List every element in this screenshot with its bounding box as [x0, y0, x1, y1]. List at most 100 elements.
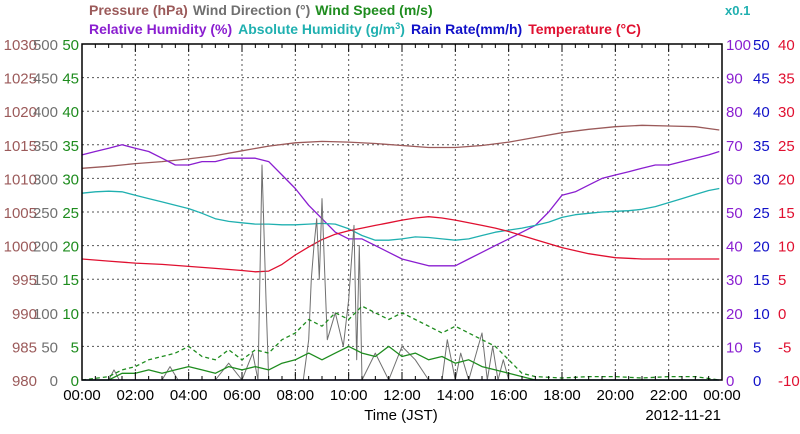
tick-label-pressure: 980: [12, 373, 37, 390]
tick-label-wind-direction: 500: [33, 37, 58, 54]
tick-label-wind-speed: 10: [62, 306, 79, 323]
legend-item: Wind Direction (°): [193, 2, 310, 18]
tick-label-wind-direction: 350: [33, 138, 58, 155]
tick-label-pressure: 995: [12, 272, 37, 289]
tick-label-humidity: 10: [726, 339, 743, 356]
x-tick-label: 18:00: [543, 387, 581, 404]
tick-label-temperature: 35: [778, 71, 795, 88]
tick-label-wind-speed: 35: [62, 138, 79, 155]
x-axis: 00:00 02:00 04:00 06:00 08:00 10:00 12:00 14:00…: [63, 43, 741, 404]
tick-label-humidity: 50: [726, 205, 743, 222]
tick-label-humidity: 90: [726, 71, 743, 88]
tick-label-humidity: 0: [726, 373, 734, 390]
series-line: [81, 124, 720, 169]
tick-label-pressure: 1010: [4, 171, 37, 188]
tick-label-wind-direction: 300: [33, 171, 58, 188]
tick-label-wind-direction: 450: [33, 71, 58, 88]
x-axis-label: Time (JST): [364, 407, 438, 424]
tick-label-pressure: 990: [12, 306, 37, 323]
tick-label-wind-speed: 25: [62, 205, 79, 222]
tick-label-wind-direction: 50: [41, 339, 58, 356]
tick-label-temperature: 10: [778, 239, 795, 256]
legend-item: Pressure (hPa): [89, 2, 188, 18]
tick-label-humidity: 100: [726, 37, 751, 54]
tick-label-humidity: 70: [726, 138, 743, 155]
right-axes: 0102030405060708090100051015202530354045…: [726, 37, 800, 390]
tick-label-wind-speed: 5: [71, 339, 79, 356]
tick-label-temperature: 15: [778, 205, 795, 222]
tick-label-rain-rate: 0: [753, 373, 761, 390]
tick-label-wind-direction: 250: [33, 205, 58, 222]
tick-label-temperature: -10: [778, 373, 800, 390]
legend: Pressure (hPa) Wind Direction (°) Wind Spe…: [89, 2, 641, 37]
tick-label-humidity: 80: [726, 104, 743, 121]
tick-label-pressure: 985: [12, 339, 37, 356]
plot-area: [81, 124, 720, 381]
tick-label-pressure: 1020: [4, 104, 37, 121]
x-tick-label: 06:00: [223, 387, 261, 404]
x-tick-label: 16:00: [490, 387, 528, 404]
tick-label-wind-direction: 150: [33, 272, 58, 289]
tick-label-wind-speed: 15: [62, 272, 79, 289]
tick-label-humidity: 30: [726, 272, 743, 289]
series-line: [81, 187, 720, 241]
tick-label-temperature: -5: [778, 339, 791, 356]
tick-label-temperature: 0: [778, 306, 786, 323]
tick-label-wind-speed: 50: [62, 37, 79, 54]
tick-label-temperature: 30: [778, 104, 795, 121]
tick-label-humidity: 60: [726, 171, 743, 188]
tick-label-rain-rate: 10: [753, 306, 770, 323]
tick-label-temperature: 20: [778, 171, 795, 188]
tick-label-pressure: 1005: [4, 205, 37, 222]
tick-label-temperature: 40: [778, 37, 795, 54]
tick-label-rain-rate: 25: [753, 205, 770, 222]
tick-label-temperature: 25: [778, 138, 795, 155]
date-label: 2012-11-21: [645, 407, 721, 424]
tick-label-wind-speed: 20: [62, 239, 79, 256]
tick-label-rain-rate: 5: [753, 339, 761, 356]
x-tick-label: 02:00: [117, 387, 155, 404]
tick-label-rain-rate: 35: [753, 138, 770, 155]
legend-superscript: 3: [395, 21, 400, 31]
grid: [81, 43, 723, 381]
x-tick-label: 00:00: [703, 387, 741, 404]
x-tick-label: 00:00: [63, 387, 101, 404]
legend-item: Wind Speed (m/s): [315, 2, 432, 18]
x-tick-label: 20:00: [597, 387, 635, 404]
legend-item: Relative Humidity (%): [89, 21, 232, 37]
x-tick-label: 14:00: [437, 387, 475, 404]
legend-item: Rain Rate(mm/h): [411, 21, 522, 37]
tick-label-wind-speed: 40: [62, 104, 79, 121]
tick-label-wind-direction: 400: [33, 104, 58, 121]
x-tick-label: 10:00: [330, 387, 368, 404]
tick-label-wind-direction: 100: [33, 306, 58, 323]
x-tick-label: 08:00: [277, 387, 315, 404]
tick-label-pressure: 1015: [4, 138, 37, 155]
x-tick-label: 04:00: [170, 387, 208, 404]
tick-label-temperature: 5: [778, 272, 786, 289]
tick-label-rain-rate: 45: [753, 71, 770, 88]
series-line: [81, 305, 720, 381]
tick-label-humidity: 40: [726, 239, 743, 256]
tick-label-humidity: 20: [726, 306, 743, 323]
legend-tail: ): [400, 21, 405, 37]
tick-label-pressure: 1000: [4, 239, 37, 256]
tick-label-wind-direction: 0: [50, 373, 58, 390]
tick-label-rain-rate: 30: [753, 171, 770, 188]
tick-label-rain-rate: 20: [753, 239, 770, 256]
tick-label-rain-rate: 40: [753, 104, 770, 121]
x-tick-label: 22:00: [650, 387, 688, 404]
legend-item: Temperature (°C): [528, 21, 641, 37]
left-axes: 9809859909951000100510101015102010251030…: [4, 37, 79, 390]
tick-label-pressure: 1030: [4, 37, 37, 54]
tick-label-wind-speed: 30: [62, 171, 79, 188]
tick-label-pressure: 1025: [4, 71, 37, 88]
scale-note: x0.1: [725, 3, 750, 18]
series-line: [82, 164, 720, 381]
x-tick-label: 12:00: [383, 387, 421, 404]
tick-label-wind-speed: 45: [62, 71, 79, 88]
legend-item: Absolute Humidity (g/m3): [238, 21, 405, 37]
tick-label-rain-rate: 15: [753, 272, 770, 289]
series-line: [81, 216, 720, 273]
